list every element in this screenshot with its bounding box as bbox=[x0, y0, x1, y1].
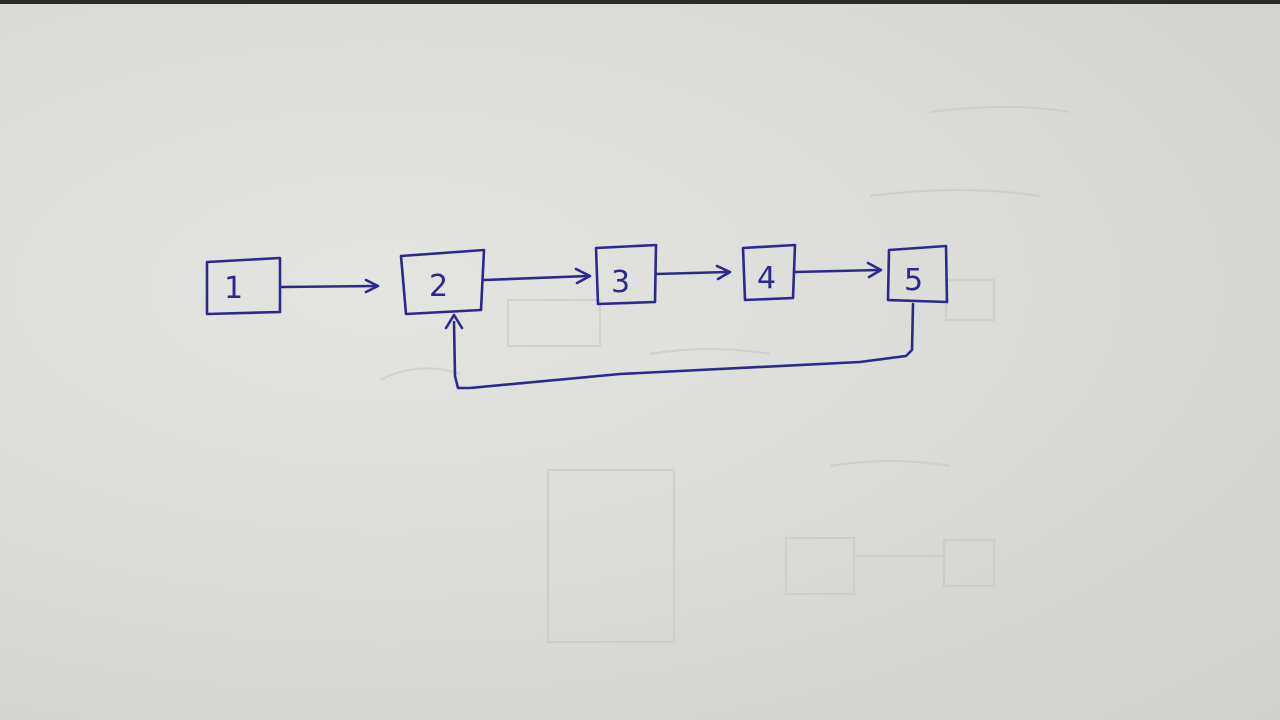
node-2-label: 2 bbox=[429, 269, 448, 304]
embossed-marks bbox=[379, 106, 1071, 643]
arrow-3-to-4 bbox=[654, 264, 732, 281]
node-3-label: 3 bbox=[611, 265, 630, 300]
top-edge bbox=[0, 0, 1280, 4]
node-1-box bbox=[205, 256, 282, 316]
arrow-5-to-2-cycle bbox=[444, 302, 915, 390]
arrow-4-to-5 bbox=[793, 261, 883, 279]
node-5-label: 5 bbox=[904, 263, 923, 298]
node-5-box bbox=[886, 244, 949, 304]
node-1-label: 1 bbox=[224, 271, 243, 306]
node-2-box bbox=[399, 248, 486, 316]
node-3-box bbox=[594, 243, 658, 306]
arrow-2-to-3 bbox=[482, 267, 592, 285]
node-4-box bbox=[741, 243, 797, 302]
arrow-1-to-2 bbox=[280, 278, 380, 294]
node-4-label: 4 bbox=[757, 261, 776, 296]
